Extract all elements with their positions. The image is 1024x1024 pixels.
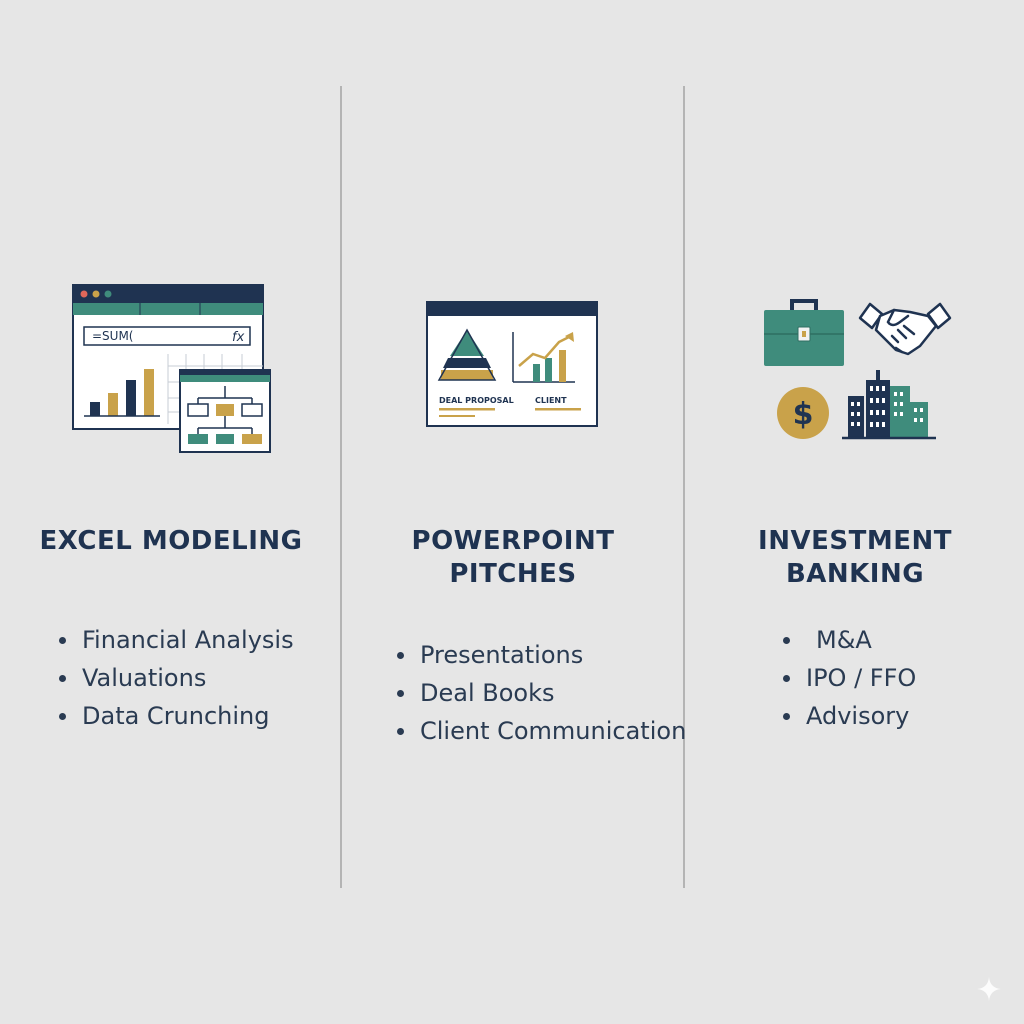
list-item: M&A — [782, 621, 916, 659]
bullet-list: Presentations Deal Books Client Communic… — [396, 636, 686, 750]
column-investment-banking: $ INVESTMENT BANKING M&A IPO / FFO — [684, 0, 1024, 1024]
column-title-line: BANKING — [785, 559, 925, 589]
list-item: Financial Analysis — [58, 621, 294, 659]
column-powerpoint-pitches: DEAL PROPOSAL CLIENT POWERPOINT PITCHES … — [342, 0, 686, 1024]
column-title-line: INVESTMENT — [758, 526, 952, 556]
list-item: Presentations — [396, 636, 686, 674]
column-divider-left — [340, 86, 342, 888]
slide-label-client: CLIENT — [535, 396, 567, 405]
column-title: INVESTMENT BANKING — [684, 525, 1024, 591]
list-item: Valuations — [58, 659, 294, 697]
presentation-slide-icon: DEAL PROPOSAL CLIENT — [426, 301, 598, 427]
column-title-line: POWERPOINT — [411, 526, 615, 556]
handshake-icon — [858, 302, 952, 356]
list-item: IPO / FFO — [782, 659, 916, 697]
svg-text:$: $ — [793, 397, 814, 432]
list-item: Data Crunching — [58, 697, 294, 735]
list-item: Advisory — [782, 697, 916, 735]
column-title: EXCEL MODELING — [0, 525, 342, 558]
slide-label-deal-proposal: DEAL PROPOSAL — [439, 396, 514, 405]
briefcase-icon — [764, 299, 844, 366]
sparkle-icon — [977, 977, 1001, 1001]
formula-fx-label: fx — [232, 330, 245, 345]
column-divider-right — [683, 86, 685, 888]
column-title-line: EXCEL MODELING — [39, 526, 303, 556]
formula-text: =SUM( — [92, 329, 134, 343]
list-item: Client Communication — [396, 712, 686, 750]
list-item: Deal Books — [396, 674, 686, 712]
city-buildings-icon — [842, 370, 936, 440]
bullet-list: Financial Analysis Valuations Data Crunc… — [58, 621, 294, 735]
dollar-coin-icon: $ — [777, 387, 829, 439]
column-title-line: PITCHES — [449, 559, 577, 589]
spreadsheet-icon: =SUM( fx — [72, 284, 271, 453]
column-title: POWERPOINT PITCHES — [342, 525, 684, 591]
bullet-list: M&A IPO / FFO Advisory — [782, 621, 916, 735]
column-excel-modeling: =SUM( fx — [0, 0, 342, 1024]
